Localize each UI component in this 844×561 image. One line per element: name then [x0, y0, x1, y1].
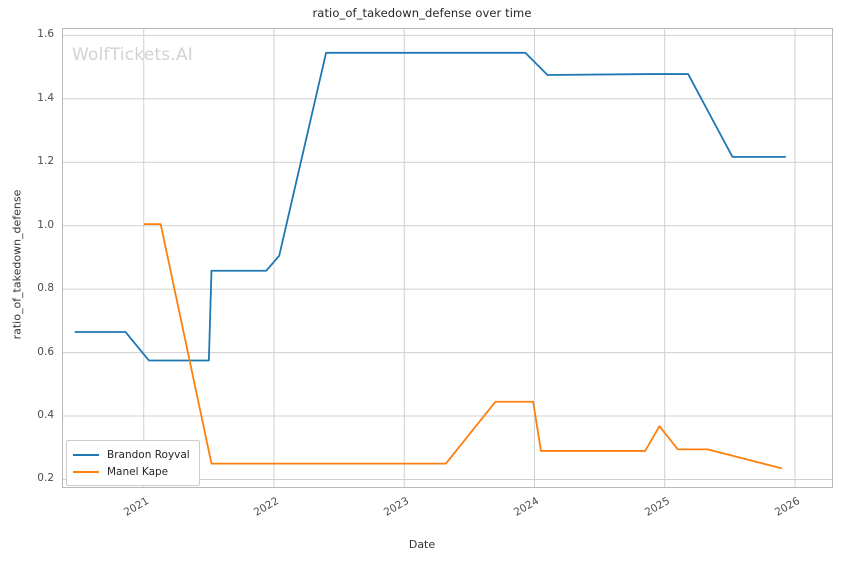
- y-tick-label: 1.6: [37, 28, 54, 41]
- y-tick-label: 0.2: [37, 472, 54, 485]
- series-line-1: [74, 51, 786, 362]
- legend-item: Brandon Royval: [73, 446, 190, 463]
- y-tick-label: 0.8: [37, 282, 54, 295]
- y-tick-label: 1.4: [37, 91, 54, 104]
- x-tick-label: 2022: [251, 495, 281, 519]
- x-tick-label: 2024: [512, 495, 542, 519]
- legend[interactable]: Brandon Royval Manel Kape: [66, 440, 200, 486]
- series-line-2: [143, 223, 783, 470]
- y-axis-label: ratio_of_takedown_defense: [10, 189, 24, 340]
- gridlines: [63, 29, 832, 487]
- series-lines: [74, 51, 786, 470]
- y-tick-label: 0.4: [37, 409, 54, 422]
- x-tick-label: 2025: [642, 495, 672, 519]
- y-tick-label: 1.2: [37, 155, 54, 168]
- legend-label-series-2: Manel Kape: [107, 465, 169, 478]
- y-tick-label: 0.6: [37, 345, 54, 358]
- chart-title: ratio_of_takedown_defense over time: [312, 6, 532, 20]
- legend-swatch-series-2: [73, 470, 99, 473]
- legend-label-series-1: Brandon Royval: [107, 448, 190, 461]
- legend-item: Manel Kape: [73, 463, 190, 480]
- x-axis-label: Date: [408, 538, 436, 551]
- x-tick-label: 2021: [121, 495, 151, 519]
- plot-svg: [63, 29, 832, 487]
- y-axis-tick-labels: 0.2 0.4 0.6 0.8 1.0 1.2 1.4 1.6: [0, 0, 54, 561]
- x-tick-label: 2023: [382, 495, 412, 519]
- y-tick-label: 1.0: [37, 218, 54, 231]
- plot-area: [62, 28, 833, 488]
- legend-swatch-series-1: [73, 453, 99, 456]
- x-tick-label: 2026: [772, 495, 802, 519]
